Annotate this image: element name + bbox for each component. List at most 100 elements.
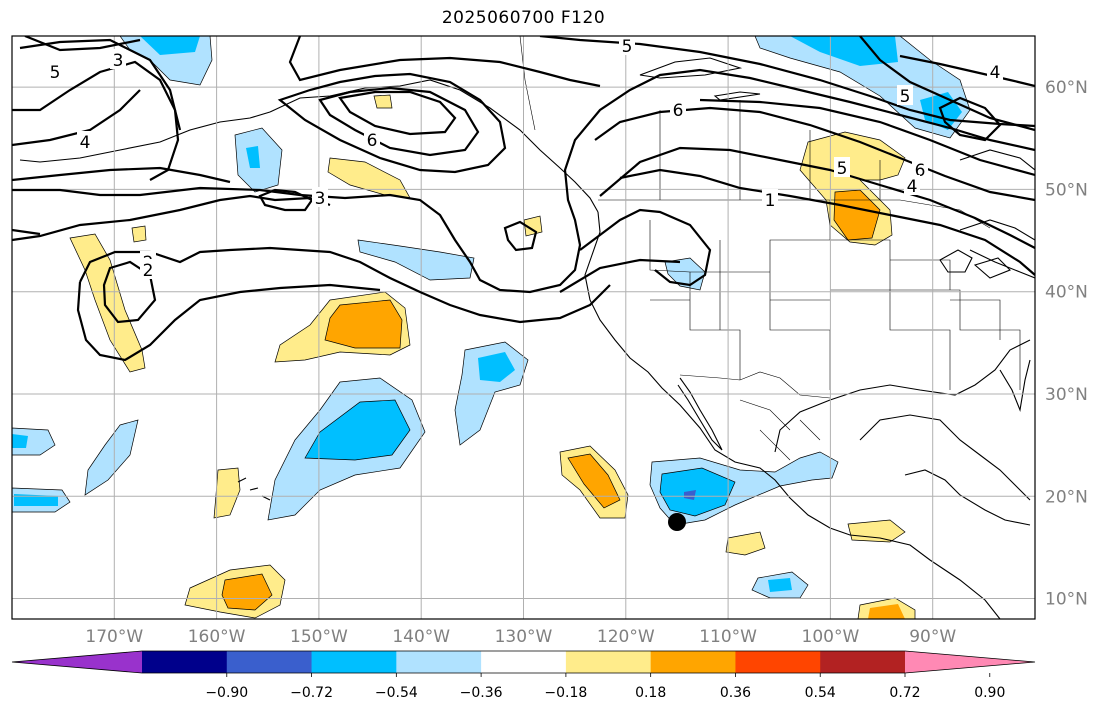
contour-label: 6 [673, 101, 684, 121]
contour-2-south [76, 281, 381, 362]
contour-aleutian-low-inner [338, 90, 457, 136]
contour-label-bg [762, 189, 778, 209]
pos-region-west [69, 233, 146, 373]
contour-label-bg [110, 49, 126, 69]
colorbar-segment [481, 651, 567, 673]
neg-region-tropics-core [768, 578, 792, 592]
pos-region-central-core [324, 299, 403, 349]
contour-6-east [699, 98, 1035, 177]
colorbar-tick-label: 0.72 [889, 685, 920, 701]
colorbar-tick-label: 0.36 [720, 685, 751, 701]
coastline-yucatan [859, 414, 1031, 501]
coastline-florida [999, 359, 1031, 413]
colorbar-segment [650, 651, 736, 673]
contour-label-bg [77, 131, 93, 151]
contour-1b-jet [619, 168, 1035, 276]
lon-tick-label: 160°W [188, 627, 246, 647]
neg-region-dateline-1-core [12, 434, 28, 448]
contour-label-bg [987, 61, 1003, 81]
border-us-mexico [679, 371, 831, 399]
lat-tick-label: 30°N [1045, 385, 1088, 405]
colorbar-tick-label: −0.36 [460, 685, 503, 701]
shaded-anomalies [12, 36, 971, 619]
contour-label: 4 [990, 63, 1001, 83]
contour-aleutian-low-6 [318, 86, 480, 157]
contour-5-west [19, 38, 182, 131]
mexico-state-lines [739, 399, 821, 461]
colorbar-tick-label: −0.54 [375, 685, 418, 701]
colorbar-segment [226, 651, 313, 673]
contour-label: 1 [765, 191, 776, 211]
lat-tick-label: 10°N [1045, 590, 1088, 610]
lon-tick-label: 130°W [495, 627, 553, 647]
contour-6-jet [594, 106, 1035, 202]
neg-region-central-pacific-core [304, 399, 411, 461]
contour-label: 2 [143, 261, 154, 281]
colorbar-tick-label: 0.54 [805, 685, 836, 701]
neg-region-aleutian-core [246, 146, 260, 168]
contour-trough [258, 188, 314, 212]
pos-region-small-1 [373, 94, 393, 109]
colorbar-segment [311, 651, 397, 673]
lon-tick-label: 150°W [290, 627, 348, 647]
contour-label-bg [834, 157, 850, 177]
pos-region-south-pacific-core [221, 573, 273, 611]
colorbar-segment [820, 651, 906, 673]
coastline-baja [677, 377, 723, 451]
neg-region-dateline-2-core [14, 494, 58, 506]
coastline-gulf [774, 339, 1031, 453]
contour-label-bg [904, 175, 920, 195]
neg-region-canada-ne-core [790, 36, 898, 66]
pos-region-canada-mid [799, 131, 906, 246]
contour-label: 5 [837, 159, 848, 179]
gridlines [12, 36, 1035, 619]
colorbar-segment [142, 651, 228, 673]
map-layers: 532463256156454 [12, 36, 1035, 619]
contour-3-west [12, 89, 141, 147]
contour-aleutian-low [277, 72, 507, 174]
map-title: 2025060700 F120 [441, 8, 606, 28]
pos-region-hawaii-west [213, 467, 241, 519]
pos-region-equator-core [868, 604, 905, 619]
lat-tick-labels: 10°N 20°N 30°N 40°N 50°N 60°N [1045, 78, 1088, 609]
coastline-hudson [959, 149, 1035, 171]
contour-label: 5 [900, 87, 911, 107]
neg-region-pacnw-band [357, 239, 475, 281]
colorbar-segment [565, 651, 652, 673]
contour-4-west [12, 60, 180, 181]
contour-label-bg [312, 187, 328, 207]
contour-5-east-2 [938, 96, 1002, 142]
lon-tick-labels: 170°W 160°W 150°W 140°W 130°W 120°W 110°W 100°W… [85, 627, 956, 647]
border-alaska-canada [519, 36, 536, 131]
contour-4-east [899, 54, 1035, 88]
map-frame [11, 35, 1036, 620]
contour-label: 3 [315, 189, 326, 209]
lon-tick-label: 120°W [597, 627, 655, 647]
coastline-bering [19, 111, 271, 163]
contour-ridge [12, 166, 231, 184]
contour-labels: 532463256156454 [47, 36, 1003, 281]
contour-label: 6 [915, 161, 926, 181]
neg-region-kamchatka-core [140, 36, 200, 55]
contour-gulf-alaska-low [503, 220, 538, 252]
pos-region-mexico-south [725, 531, 766, 556]
contour-5-main [288, 36, 601, 88]
colorbar-tick-label: 0.18 [635, 685, 666, 701]
pos-region-sw-pacific-core [567, 453, 621, 509]
contour-pnw-trough [579, 208, 712, 287]
lat-tick-label: 50°N [1045, 180, 1088, 200]
contour-label: 4 [907, 177, 918, 197]
pos-region-canada-mid-core [833, 189, 881, 241]
pos-region-small-3 [523, 215, 543, 237]
contour-5-east [859, 36, 1035, 132]
colorbar [11, 650, 1036, 674]
lon-tick-label: 90°W [909, 627, 956, 647]
colorbar-extend-low [12, 651, 142, 673]
location-marker [668, 513, 686, 531]
neg-region-hawaii-east [84, 419, 139, 496]
lat-tick-label: 40°N [1045, 283, 1088, 303]
colorbar-segment [396, 651, 482, 673]
coastline-great-lakes [939, 249, 1011, 279]
colorbar-segment [735, 651, 821, 673]
contour-label-bg [670, 99, 686, 119]
